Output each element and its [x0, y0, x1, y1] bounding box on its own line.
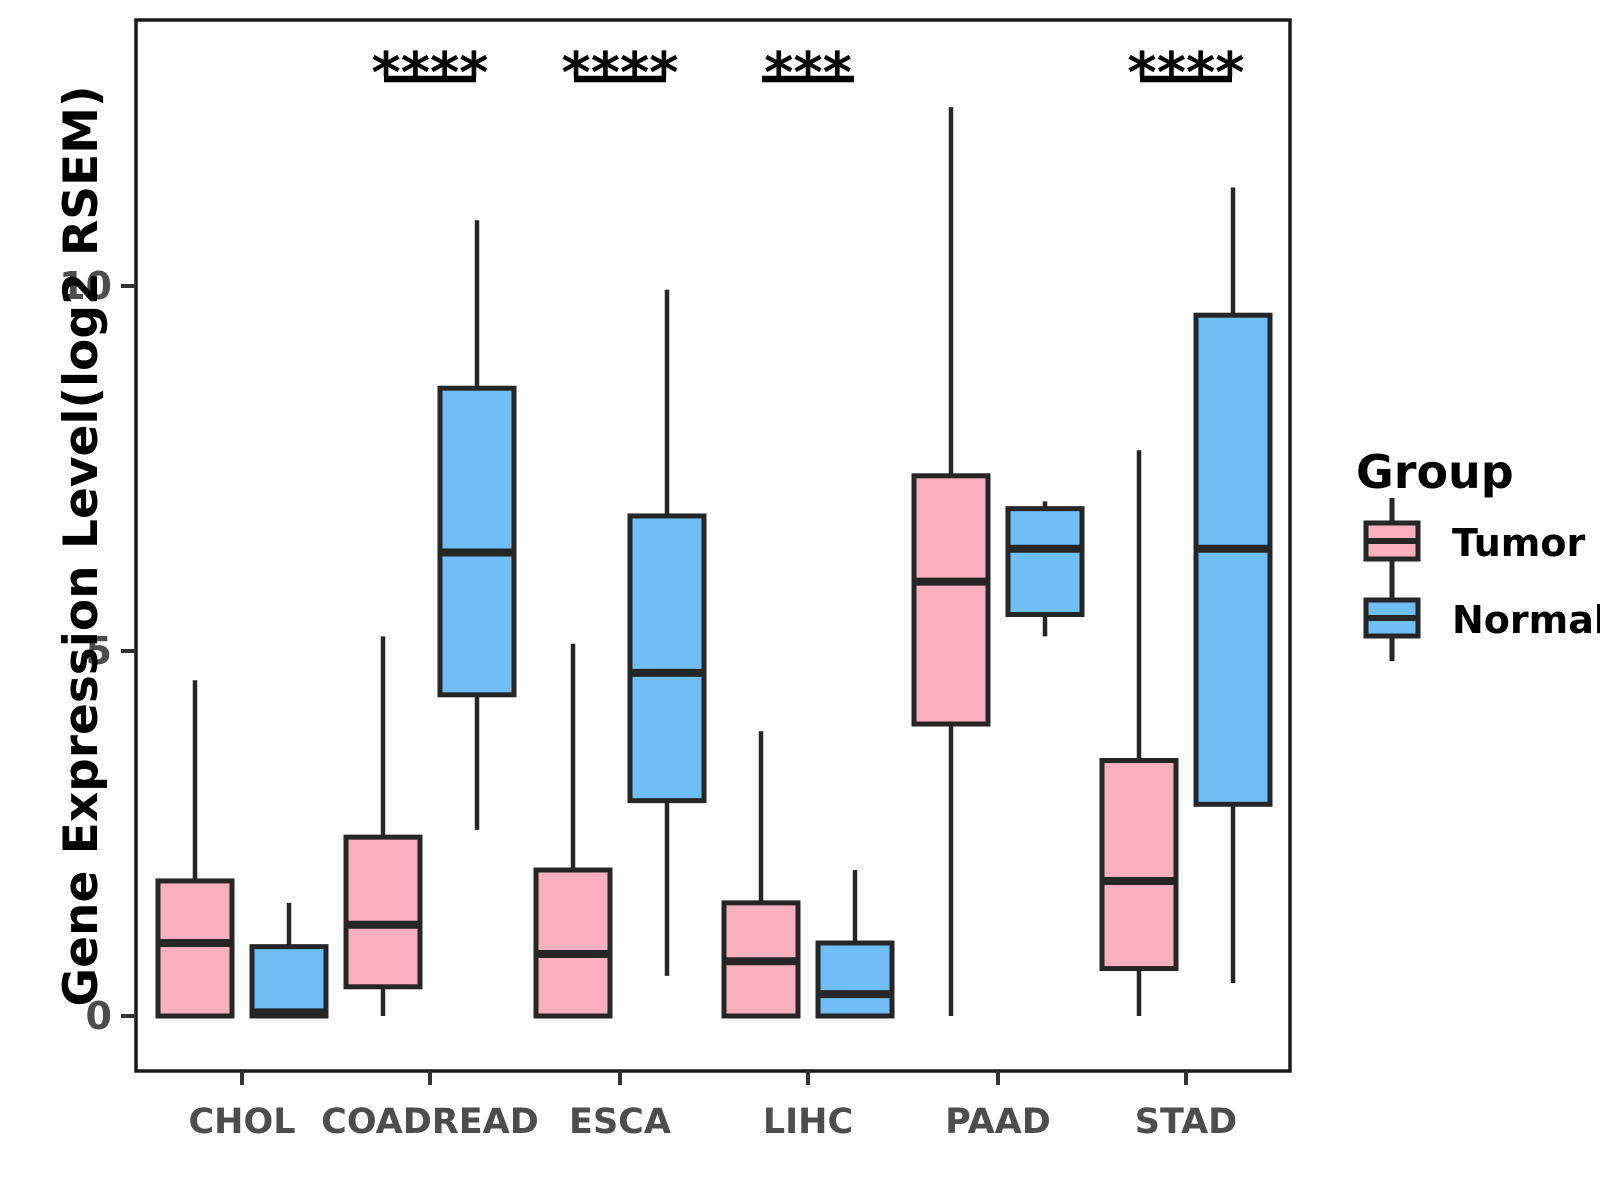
y-tick-label: 5 [86, 629, 112, 673]
box-normal-coadread [437, 385, 517, 698]
box-tumor-coadread [343, 834, 423, 990]
box-tumor-chol [155, 878, 235, 1019]
plot-panel [134, 18, 1292, 1073]
x-tick-label-coadread: COADREAD [321, 1102, 539, 1142]
x-tick-label-lihc: LIHC [763, 1102, 853, 1142]
significance-stars-stad: **** [1127, 41, 1244, 106]
x-tick-label-chol: CHOL [188, 1102, 295, 1142]
y-tick-label: 0 [86, 994, 112, 1038]
box-normal-lihc [815, 940, 895, 1019]
y-tick-label: 10 [59, 264, 112, 308]
legend-label-tumor: Tumor [1452, 521, 1586, 565]
box-normal-esca [627, 513, 707, 804]
significance-stars-lihc: *** [764, 41, 852, 106]
boxplot-series [155, 107, 1273, 1019]
x-tick-label-stad: STAD [1135, 1102, 1238, 1142]
legend-glyphs [1363, 498, 1421, 661]
legend-title: Group [1356, 445, 1514, 499]
box-normal-chol [249, 944, 329, 1019]
box-tumor-esca [533, 867, 613, 1019]
x-tick-label-esca: ESCA [569, 1102, 671, 1142]
box-tumor-paad [911, 473, 991, 727]
legend-label-normal: Normal [1452, 598, 1600, 642]
significance-stars-coadread: **** [371, 41, 488, 106]
box-normal-stad [1193, 312, 1273, 807]
box-normal-paad [1005, 506, 1085, 617]
significance-stars-esca: **** [561, 41, 678, 106]
significance-markers: **** **** *** **** [371, 41, 1244, 106]
axes: 0 5 10 CHOL COADREAD ESCA LIHC PAAD STAD [59, 264, 1237, 1142]
panel-border [134, 18, 1292, 1073]
box-tumor-stad [1099, 758, 1179, 972]
x-tick-label-paad: PAAD [945, 1102, 1051, 1142]
y-axis-title: Gene Expression Level(log2 RSEM) [54, 86, 109, 1007]
